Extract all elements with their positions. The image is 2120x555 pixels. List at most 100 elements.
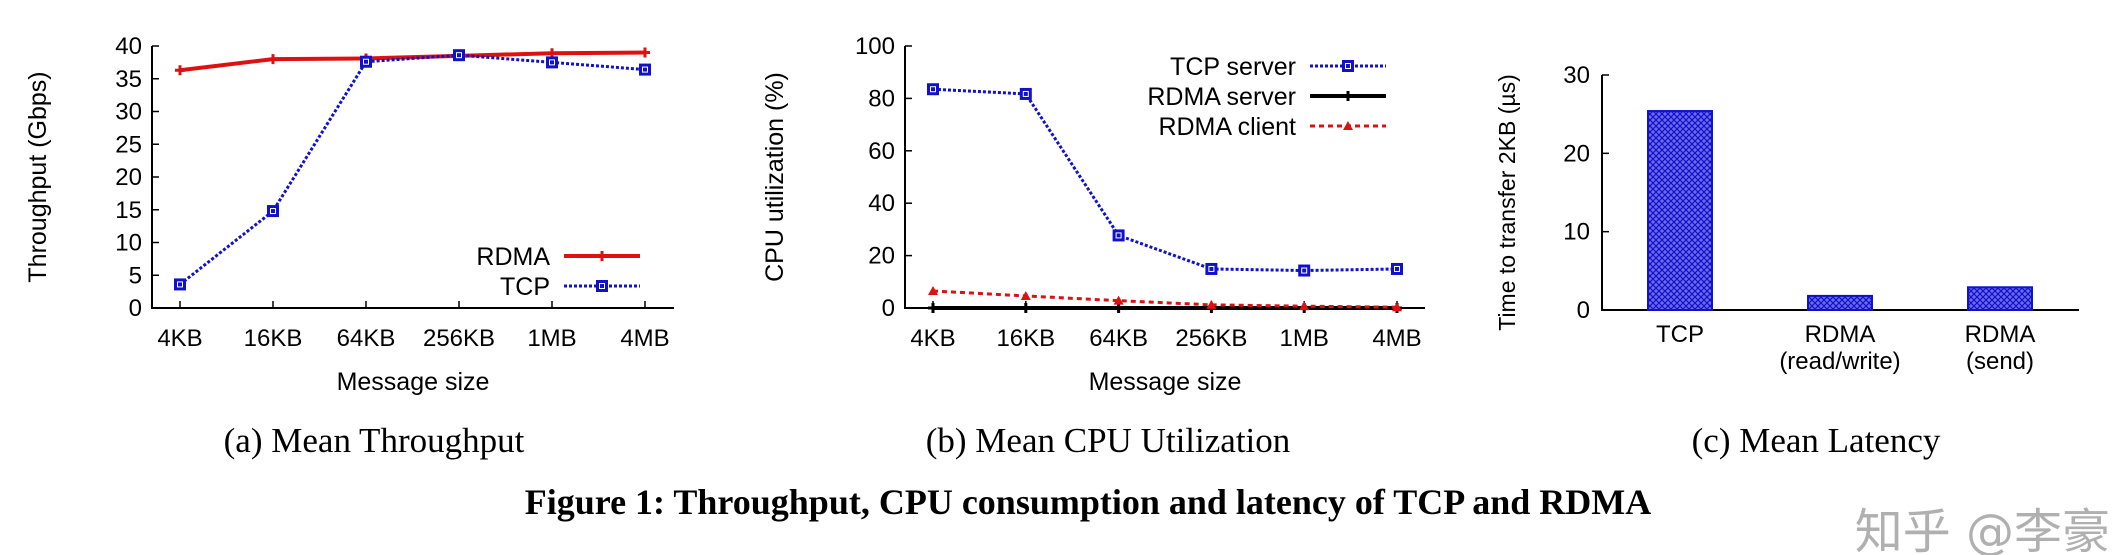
- y-tick-label: 10: [115, 230, 142, 257]
- x-tick-label: 64KB: [337, 325, 396, 352]
- y-tick-label: 35: [115, 66, 142, 93]
- x-axis-label: Message size: [1089, 368, 1242, 396]
- x-tick-label: TCP: [1656, 321, 1704, 348]
- data-point: [640, 47, 650, 58]
- series-line-tcp-server: [932, 87, 1398, 273]
- data-point: [1113, 295, 1124, 305]
- series-line-rdma-client: [932, 289, 1398, 309]
- y-tick-label: 15: [115, 197, 142, 224]
- x-tick-label: 4KB: [910, 325, 955, 352]
- legend-marker: [596, 280, 608, 292]
- legend-label: TCP: [500, 273, 550, 301]
- y-tick-label: 5: [129, 262, 142, 289]
- watermark-logo: 知乎 @李豪: [1855, 504, 2110, 555]
- x-tick-label: 256KB: [423, 325, 495, 352]
- legend-label: TCP server: [1170, 53, 1296, 81]
- legend-marker: [1343, 121, 1353, 130]
- y-axis-label: Time to transfer 2KB (µs): [1494, 74, 1520, 331]
- series-line-rdma: [179, 50, 646, 73]
- x-tick-label: 64KB: [1089, 325, 1148, 352]
- x-tick-label: 4MB: [620, 325, 669, 352]
- legend-label: RDMA server: [1147, 83, 1296, 111]
- y-tick-label: 0: [1577, 297, 1590, 324]
- data-point: [1020, 303, 1031, 313]
- x-tick-label: (read/write): [1779, 348, 1900, 375]
- caption-c: (c) Mean Latency: [1692, 421, 1941, 460]
- y-tick-label: 30: [1563, 62, 1590, 89]
- legend-marker: [1342, 60, 1354, 72]
- data-point: [267, 205, 279, 218]
- data-point: [1020, 290, 1031, 300]
- data-point-inner: [1022, 90, 1029, 97]
- data-point: [453, 49, 465, 62]
- throughput-chart: 0 5 10 15 20 25 30 35 40 4KB 16KB 64KB 256KB 1MB 4MB Me…: [24, 33, 674, 396]
- bar: [1807, 294, 1873, 311]
- x-tick-label: 16KB: [996, 325, 1055, 352]
- x-tick-label: 4MB: [1372, 325, 1421, 352]
- data-point: [928, 303, 938, 313]
- x-tick-label: 4KB: [157, 325, 202, 352]
- data-point-inner: [1115, 232, 1122, 239]
- bar: [1967, 286, 2033, 311]
- x-tick-label: 16KB: [244, 325, 303, 352]
- legend-label: RDMA client: [1158, 113, 1296, 141]
- data-point-inner: [1301, 267, 1308, 274]
- legend-marker: [597, 251, 607, 261]
- y-tick-label: 0: [129, 295, 142, 322]
- bar: [1647, 110, 1713, 311]
- data-point-inner: [1394, 265, 1400, 272]
- data-point: [928, 285, 938, 295]
- data-point-inner: [1208, 265, 1215, 272]
- data-point: [546, 56, 558, 69]
- x-tick-label: 256KB: [1175, 325, 1247, 352]
- cpu-utilization-chart: 0 20 40 60 80 100 4KB 16KB 64KB 256KB 1MB 4MB Messag…: [761, 33, 1425, 396]
- caption-a: (a) Mean Throughput: [224, 421, 525, 460]
- legend-label: RDMA: [476, 243, 550, 271]
- y-axis-label: CPU utilization (%): [761, 72, 789, 282]
- y-tick-label: 20: [868, 243, 895, 270]
- x-tick-label: (send): [1966, 348, 2034, 375]
- y-tick-label: 30: [115, 99, 142, 126]
- y-axis-label: Throughput (Gbps): [24, 71, 52, 282]
- y-tick-label: 10: [1563, 219, 1590, 246]
- x-tick-label: 1MB: [1280, 325, 1329, 352]
- legend-marker-inner: [599, 283, 605, 289]
- y-tick-label: 40: [115, 33, 142, 60]
- y-tick-label: 60: [868, 138, 895, 165]
- data-point-inner: [930, 86, 936, 93]
- data-point: [1298, 264, 1311, 277]
- x-tick-label: RDMA: [1805, 321, 1876, 348]
- y-tick-label: 25: [115, 131, 142, 158]
- y-tick-label: 100: [855, 33, 895, 60]
- data-point: [1019, 87, 1032, 100]
- data-point: [1205, 262, 1218, 275]
- y-tick-label: 20: [1563, 140, 1590, 167]
- legend-marker: [1343, 91, 1353, 101]
- caption-b: (b) Mean CPU Utilization: [926, 421, 1291, 460]
- data-point: [1391, 262, 1403, 275]
- y-tick-label: 40: [868, 190, 895, 217]
- axes: [151, 46, 674, 309]
- x-tick-label: RDMA: [1965, 321, 2036, 348]
- data-point: [360, 55, 372, 68]
- data-point-inner: [456, 52, 462, 59]
- y-tick-label: 80: [868, 85, 895, 112]
- series-line-tcp: [179, 53, 646, 286]
- data-point: [268, 54, 278, 65]
- data-point: [175, 65, 185, 76]
- y-tick-label: 20: [115, 164, 142, 191]
- data-point: [1113, 303, 1124, 313]
- legend-marker-inner: [1345, 63, 1351, 69]
- data-point: [1299, 301, 1310, 311]
- x-tick-label: 1MB: [527, 325, 576, 352]
- data-point-inner: [642, 66, 648, 73]
- data-point-inner: [363, 58, 369, 65]
- data-point: [1206, 299, 1217, 309]
- data-point-inner: [549, 59, 555, 66]
- data-point-inner: [177, 281, 183, 288]
- data-point: [174, 278, 186, 291]
- y-tick-label: 0: [882, 295, 895, 322]
- data-point: [1392, 302, 1402, 312]
